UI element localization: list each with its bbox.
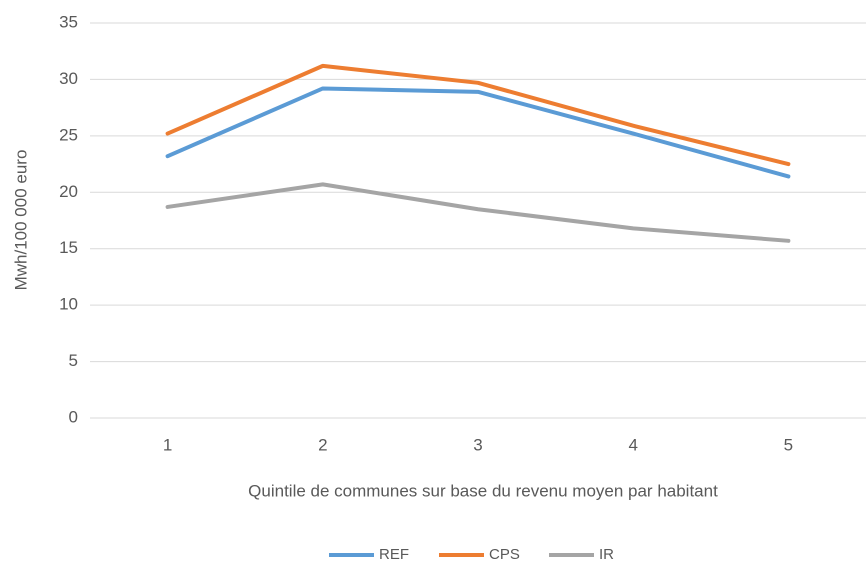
y-tick-label: 35: [59, 12, 78, 31]
y-tick-label: 10: [59, 295, 78, 314]
y-axis-label: Mwh/100 000 euro: [11, 150, 30, 291]
y-tick-label: 0: [69, 407, 78, 426]
line: [165, 182, 791, 243]
x-tick-label: 2: [318, 435, 327, 454]
line: [165, 63, 791, 167]
y-tick-label: 15: [59, 238, 78, 257]
y-tick-label: 20: [59, 182, 78, 201]
y-tick-label: 25: [59, 125, 78, 144]
x-axis-label: Quintile de communes sur base du revenu …: [248, 481, 718, 500]
x-tick-label: 3: [473, 435, 482, 454]
x-tick-label: 1: [163, 435, 172, 454]
legend-label: REF: [379, 546, 409, 563]
line: [165, 86, 791, 179]
legend-label: CPS: [489, 546, 520, 563]
y-tick-label: 30: [59, 69, 78, 88]
x-tick-label: 5: [784, 435, 793, 454]
y-tick-label: 5: [69, 351, 78, 370]
x-tick-label: 4: [628, 435, 637, 454]
legend-label: IR: [599, 546, 614, 563]
